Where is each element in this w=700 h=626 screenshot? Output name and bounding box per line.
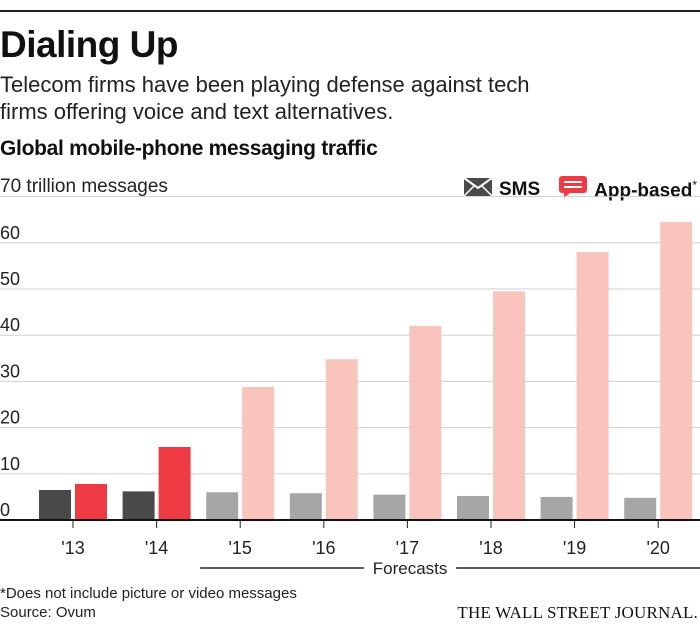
bar-sms [39,489,71,520]
envelope-icon [463,177,493,203]
bar-sms [540,496,573,520]
source-line: Source: Ovum [0,604,96,621]
chat-bubble-icon [558,175,588,205]
y-tick-label: 0 [0,500,10,520]
x-tick-label: '14 [145,538,168,558]
bar-app-based [158,447,191,520]
chart-title: Global mobile-phone messaging traffic [0,137,378,160]
bar-sms [122,491,155,520]
legend-item-sms: SMS [463,177,540,203]
bar-sms [289,493,322,520]
top-rule [0,10,700,12]
footnote: *Does not include picture or video messa… [0,585,297,602]
y-tick-label: 50 [0,269,20,289]
y-tick-label: 10 [0,454,20,474]
page-title: Dialing Up [0,24,178,65]
x-tick-label: '15 [228,538,251,558]
y-tick-label: 60 [0,223,20,243]
bar-app-based [493,291,525,520]
x-tick-label: '17 [396,538,419,558]
bar-chart: 0 10 20 30 40 50 60 '13 '14 '15 '16 '17 '18 '19 '20 Fo… [0,196,700,578]
bar-app-based [660,222,693,520]
bar-sms [373,494,406,520]
axis-layer: '13 '14 '15 '16 '17 '18 '19 '20 Forecasts [0,519,700,578]
bar-layer [39,222,693,520]
forecast-label: Forecasts [373,559,448,578]
bar-app-based [576,252,609,520]
bar-app-based [325,359,358,520]
bar-sms [206,492,239,520]
y-axis-unit-label: 70 trillion messages [0,176,168,197]
bar-sms [624,497,657,520]
x-tick-label: '18 [479,538,502,558]
bar-app-based [409,325,442,520]
y-tick-label: 30 [0,361,20,381]
y-tick-label: 20 [0,408,20,428]
y-tick-label: 40 [0,315,20,335]
x-tick-label: '16 [312,538,335,558]
legend-item-app: App-based* [558,175,697,205]
page-subtitle: Telecom firms have been playing defense … [0,72,530,124]
x-tick-label: '19 [563,538,586,558]
legend-label-sms: SMS [498,179,541,200]
bar-app-based [75,483,107,520]
grid-layer: 0 10 20 30 40 50 60 [0,196,700,521]
legend-note-marker: * [692,177,697,192]
x-tick-label: '20 [646,538,669,558]
bar-app-based [242,386,275,520]
publisher-logo: THE WALL STREET JOURNAL. [457,603,698,622]
chart-legend: SMS App-based* [445,175,697,205]
bar-sms [457,495,489,520]
legend-label-app: App-based* [594,177,697,202]
x-tick-label: '13 [61,538,84,558]
